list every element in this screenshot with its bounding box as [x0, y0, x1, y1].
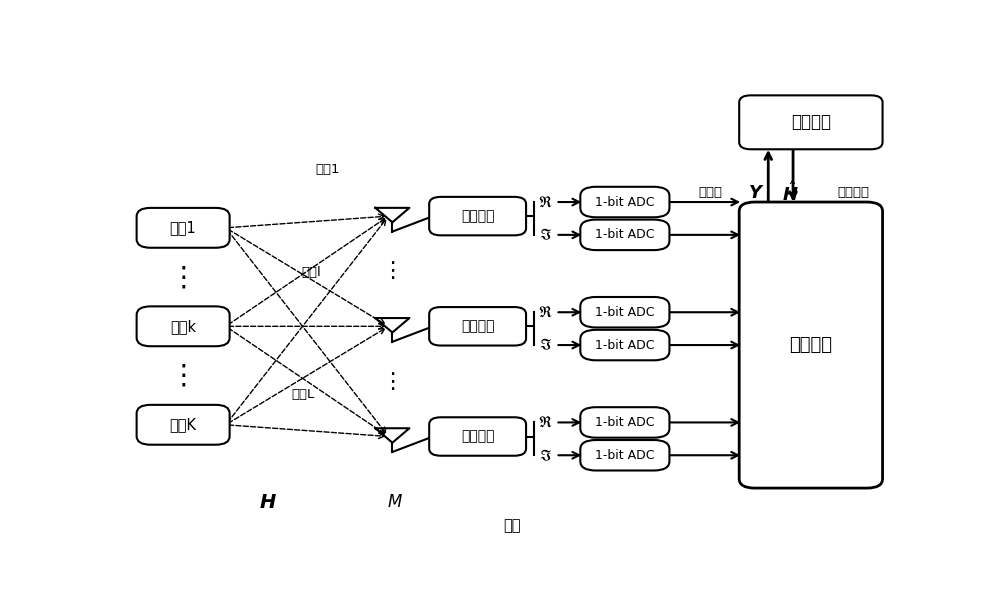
FancyBboxPatch shape: [137, 405, 230, 445]
Text: 基带处理: 基带处理: [789, 336, 832, 354]
Text: $\boldsymbol{Y}$: $\boldsymbol{Y}$: [748, 184, 765, 202]
Text: 基站: 基站: [504, 518, 521, 533]
Text: 1-bit ADC: 1-bit ADC: [595, 416, 655, 429]
FancyBboxPatch shape: [429, 307, 526, 345]
Text: 1-bit ADC: 1-bit ADC: [595, 228, 655, 241]
Text: ⋮: ⋮: [381, 371, 404, 392]
Text: 用户1: 用户1: [170, 220, 196, 235]
Text: 1-bit ADC: 1-bit ADC: [595, 449, 655, 462]
Text: $\mathfrak{I}$: $\mathfrak{I}$: [539, 337, 552, 353]
Text: 路径L: 路径L: [292, 388, 315, 401]
Text: 路径l: 路径l: [302, 266, 321, 279]
Text: $\mathfrak{R}$: $\mathfrak{R}$: [538, 194, 553, 209]
Text: 射频链路: 射频链路: [461, 319, 494, 333]
Text: $\hat{\boldsymbol{H}}$: $\hat{\boldsymbol{H}}$: [782, 181, 798, 205]
Text: 射频链路: 射频链路: [461, 209, 494, 223]
Text: 信道估计: 信道估计: [838, 186, 870, 199]
Text: $\mathfrak{R}$: $\mathfrak{R}$: [538, 304, 553, 320]
FancyBboxPatch shape: [137, 208, 230, 248]
Text: ⋮: ⋮: [169, 263, 197, 291]
Text: $\boldsymbol{H}$: $\boldsymbol{H}$: [259, 493, 277, 512]
Text: 用户k: 用户k: [170, 319, 196, 334]
Text: 射频链路: 射频链路: [461, 429, 494, 443]
FancyBboxPatch shape: [580, 330, 669, 361]
Text: 1-bit ADC: 1-bit ADC: [595, 306, 655, 319]
Text: $\mathfrak{R}$: $\mathfrak{R}$: [538, 415, 553, 430]
FancyBboxPatch shape: [580, 407, 669, 438]
FancyBboxPatch shape: [580, 297, 669, 328]
FancyBboxPatch shape: [580, 187, 669, 217]
FancyBboxPatch shape: [739, 202, 883, 488]
Text: ⋮: ⋮: [169, 362, 197, 390]
Text: 路径1: 路径1: [315, 163, 339, 176]
FancyBboxPatch shape: [580, 440, 669, 471]
Text: 1-bit ADC: 1-bit ADC: [595, 339, 655, 351]
Text: ⋮: ⋮: [381, 261, 404, 281]
FancyBboxPatch shape: [580, 220, 669, 250]
FancyBboxPatch shape: [137, 306, 230, 347]
Text: 1-bit ADC: 1-bit ADC: [595, 195, 655, 208]
FancyBboxPatch shape: [429, 417, 526, 456]
Text: $\mathfrak{I}$: $\mathfrak{I}$: [539, 448, 552, 463]
Text: 神经网络: 神经网络: [791, 113, 831, 132]
Text: 用户K: 用户K: [170, 417, 197, 432]
FancyBboxPatch shape: [429, 197, 526, 235]
Text: $M$: $M$: [387, 493, 403, 511]
FancyBboxPatch shape: [739, 96, 883, 149]
Text: 测量值: 测量值: [698, 186, 722, 199]
Text: $\mathfrak{I}$: $\mathfrak{I}$: [539, 227, 552, 242]
